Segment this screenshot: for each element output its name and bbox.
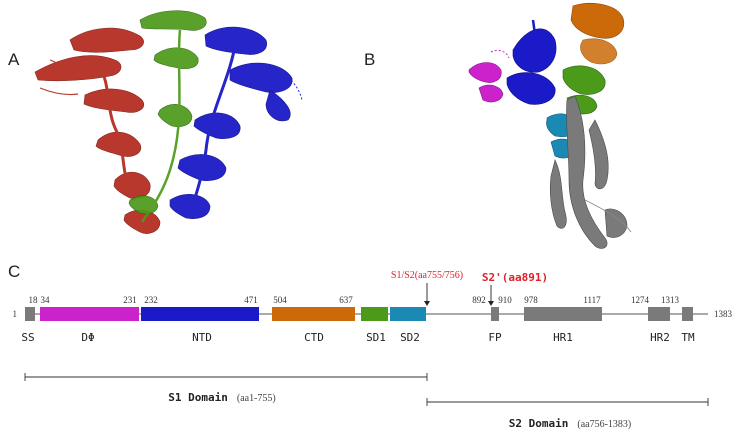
trimer-structure-image — [34, 10, 303, 234]
pos-ctd-end: 637 — [339, 295, 353, 305]
monomer-structure-image — [468, 3, 632, 249]
domain-box-fp — [491, 307, 499, 321]
pos-fp-end: 910 — [498, 295, 512, 305]
domain-name-ctd: CTD — [304, 331, 324, 344]
domain-name-sd1: SD1 — [366, 331, 386, 344]
green-chain — [128, 10, 207, 223]
domain-name-tm: TM — [681, 331, 695, 344]
seq-start-label: 1 — [13, 309, 18, 319]
pos-ctd-start: 504 — [273, 295, 287, 305]
cleavage-label-s2prime: S2'(aa891) — [482, 271, 548, 284]
cleavage-arrowhead-s2prime — [488, 301, 494, 306]
pos-ntd-start: 232 — [144, 295, 158, 305]
panel-label-b: B — [364, 50, 376, 69]
domain-name-ss: SS — [21, 331, 34, 344]
domain-box-hr2 — [648, 307, 670, 321]
domain-box-ctd — [272, 307, 355, 321]
s2-region-range: (aa756-1383) — [577, 419, 631, 430]
domain-box-sd1 — [361, 307, 388, 321]
domain-box-tm — [682, 307, 693, 321]
magenta-region — [468, 49, 510, 103]
domain-box-sd2 — [390, 307, 426, 321]
domain-name-dphi: DΦ — [81, 331, 94, 344]
pos-hr1-end: 1117 — [583, 295, 601, 305]
pos-hr2-start: 1274 — [631, 295, 650, 305]
s1-region-name: S1 Domain — [168, 391, 228, 404]
s2-region-label: S2 Domain (aa756-1383) — [509, 414, 631, 431]
pos-hr2-end: 1313 — [661, 295, 680, 305]
s2-region-bracket — [426, 398, 709, 406]
domain-name-ntd: NTD — [192, 331, 212, 344]
orange-region — [570, 3, 625, 65]
cleavage-arrowhead-s1s2 — [424, 301, 430, 306]
domain-name-sd2: SD2 — [400, 331, 420, 344]
cleavage-label-s1s2: S1/S2(aa755/756) — [391, 270, 463, 281]
pos-dphi-end: 231 — [123, 295, 137, 305]
domain-box-hr1 — [524, 307, 602, 321]
domain-box-ntd — [141, 307, 259, 321]
domain-map: 1 1383 18 34 231 232 471 504 637 892 910… — [13, 270, 733, 431]
s1-region-bracket — [24, 373, 428, 381]
pos-ss-end: 18 — [29, 295, 39, 305]
pos-dphi-start: 34 — [41, 295, 51, 305]
pos-fp-start: 892 — [472, 295, 486, 305]
pos-hr1-start: 978 — [524, 295, 538, 305]
blue-region — [506, 19, 557, 105]
domain-name-fp: FP — [488, 331, 502, 344]
panel-label-c: C — [8, 262, 21, 281]
domain-box-dphi — [40, 307, 139, 321]
panel-label-a: A — [8, 50, 20, 69]
s2-region-name: S2 Domain — [509, 417, 569, 430]
s1-region-range: (aa1-755) — [237, 393, 276, 404]
seq-end-label: 1383 — [714, 309, 733, 319]
s1-region-label: S1 Domain (aa1-755) — [168, 388, 275, 405]
domain-box-ss — [25, 307, 35, 321]
blue-chain — [169, 26, 303, 219]
gray-region — [549, 95, 632, 249]
domain-name-hr2: HR2 — [650, 331, 670, 344]
pos-ntd-end: 471 — [244, 295, 258, 305]
domain-name-hr1: HR1 — [553, 331, 573, 344]
red-chain — [34, 27, 161, 234]
